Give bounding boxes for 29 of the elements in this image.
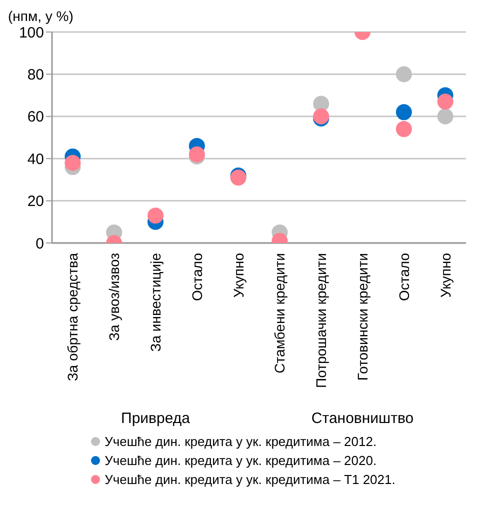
legend-label: Учешће дин. кредита у ук. кредитима – 2012.: [104, 433, 378, 451]
y-tick-label: 20: [27, 193, 44, 210]
text: Становништво: [310, 410, 415, 427]
x-tick-label: Остало: [188, 252, 205, 302]
x-tick-label: За обртна средства: [64, 252, 81, 382]
x-tick-label: Укупно: [437, 252, 454, 298]
point: [396, 104, 412, 120]
x-tick-label: Укупно: [230, 252, 246, 298]
point: [148, 208, 164, 224]
x-tick-label: За инвестиције: [148, 252, 164, 352]
point: [396, 66, 412, 82]
point: [437, 94, 454, 110]
x-tick-label: Остало: [396, 252, 412, 302]
y-tick-label: 60: [27, 108, 44, 126]
text: Привреда: [120, 410, 191, 427]
x-tick-label: Потрошачки кредити: [313, 253, 330, 388]
legend-label: Учешће дин. кредита у ук. кредитима – Т1 2021.: [104, 471, 396, 489]
y-tick-label: 100: [18, 24, 44, 42]
point: [396, 121, 412, 138]
point: [437, 108, 454, 124]
x-tick-label: Готовински кредити: [354, 253, 370, 381]
y-tick-label: 40: [27, 150, 44, 168]
y-tick-label: 0: [36, 235, 44, 252]
y-tick-label: 80: [27, 66, 44, 84]
x-tick-label: За увоз/извоз: [106, 253, 122, 341]
legend-label: Учешће дин. кредита у ук. кредитима – 2020.: [104, 452, 378, 470]
y-axis-title: (нпм, у %): [8, 8, 74, 24]
point: [64, 154, 81, 171]
x-tick-label: Стамбени кредити: [272, 253, 288, 374]
